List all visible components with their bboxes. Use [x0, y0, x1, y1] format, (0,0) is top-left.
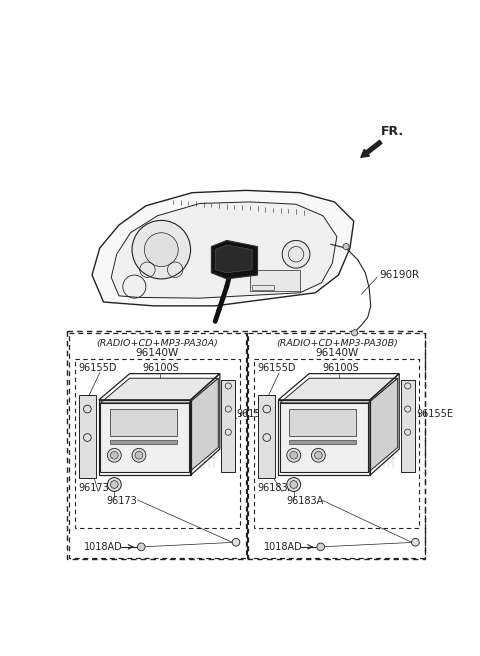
Text: 96183A: 96183A	[258, 483, 295, 493]
Circle shape	[314, 451, 322, 459]
Circle shape	[144, 233, 178, 266]
Bar	[67, 331, 425, 559]
Bar	[401, 380, 415, 472]
Text: 96173: 96173	[107, 497, 137, 506]
Bar	[99, 400, 191, 475]
Circle shape	[135, 451, 143, 459]
Text: 96173: 96173	[78, 483, 109, 493]
Circle shape	[110, 451, 118, 459]
Bar	[221, 380, 235, 472]
Text: 96155E: 96155E	[416, 409, 453, 419]
Bar	[254, 359, 419, 528]
Bar	[100, 403, 189, 472]
Circle shape	[108, 448, 121, 462]
Bar	[69, 333, 246, 558]
Bar	[252, 285, 274, 290]
Bar	[75, 359, 240, 528]
Bar	[278, 400, 370, 475]
Text: 1018AD: 1018AD	[84, 542, 123, 552]
Polygon shape	[100, 379, 218, 403]
Circle shape	[132, 220, 191, 279]
Circle shape	[287, 478, 300, 491]
Circle shape	[351, 330, 358, 336]
Circle shape	[343, 243, 349, 250]
Polygon shape	[189, 379, 218, 472]
Text: FR.: FR.	[381, 125, 404, 138]
Bar	[258, 395, 275, 478]
Bar	[248, 333, 425, 558]
Bar	[110, 440, 177, 445]
Text: 96183A: 96183A	[286, 497, 324, 506]
Circle shape	[282, 240, 310, 268]
Text: 96190R: 96190R	[379, 270, 420, 280]
Circle shape	[290, 451, 298, 459]
Circle shape	[108, 478, 121, 491]
Circle shape	[317, 543, 324, 551]
Text: 96155D: 96155D	[78, 363, 117, 373]
Bar	[250, 270, 300, 291]
Bar	[79, 395, 96, 478]
Circle shape	[137, 543, 145, 551]
Text: 96155D: 96155D	[258, 363, 296, 373]
Circle shape	[287, 448, 300, 462]
Circle shape	[312, 448, 325, 462]
Bar	[280, 403, 369, 472]
Polygon shape	[280, 379, 398, 403]
Circle shape	[411, 539, 419, 546]
Circle shape	[132, 448, 146, 462]
Circle shape	[232, 539, 240, 546]
Bar	[110, 409, 177, 436]
Text: 96140W: 96140W	[315, 348, 359, 358]
Text: 96155E: 96155E	[237, 409, 274, 419]
Polygon shape	[111, 202, 337, 298]
Polygon shape	[369, 379, 398, 472]
Circle shape	[110, 481, 118, 488]
Text: 96100S: 96100S	[322, 363, 359, 373]
FancyArrow shape	[361, 140, 382, 157]
Polygon shape	[211, 240, 258, 279]
Circle shape	[290, 481, 298, 488]
Bar	[289, 440, 356, 445]
Text: (RADIO+CD+MP3-PA30A): (RADIO+CD+MP3-PA30A)	[96, 339, 218, 348]
Polygon shape	[215, 245, 252, 273]
Text: 1018AD: 1018AD	[264, 542, 302, 552]
Bar	[289, 409, 356, 436]
Text: 96140W: 96140W	[136, 348, 179, 358]
Text: (RADIO+CD+MP3-PA30B): (RADIO+CD+MP3-PA30B)	[276, 339, 398, 348]
Polygon shape	[92, 190, 354, 306]
Text: 96100S: 96100S	[143, 363, 180, 373]
